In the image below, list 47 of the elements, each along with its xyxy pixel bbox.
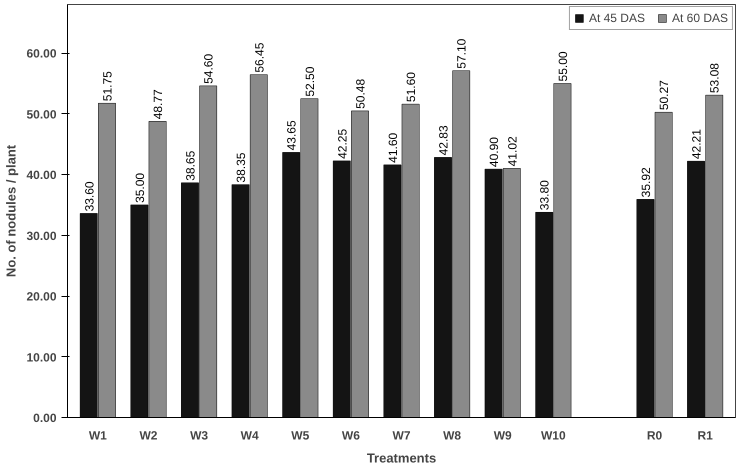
x-tick-label: W2	[139, 428, 158, 442]
y-tick-label: 60.00	[26, 46, 57, 61]
data-label: 41.60	[386, 132, 400, 163]
x-tick-label: W4	[240, 428, 260, 442]
data-label: 41.02	[505, 136, 520, 166]
y-tick-label: 10.00	[26, 350, 57, 364]
legend-label: At 60 DAS	[672, 11, 728, 25]
data-label: 51.75	[100, 70, 114, 102]
data-label: 50.48	[354, 78, 368, 109]
x-tick-label: R1	[697, 428, 714, 442]
y-tick-label: 20.00	[26, 290, 57, 304]
x-tick-label: W1	[88, 428, 108, 442]
data-label: 43.65	[284, 120, 299, 150]
data-label: 51.60	[404, 72, 418, 102]
x-tick-label: W10	[540, 428, 566, 442]
data-label: 50.27	[657, 80, 672, 110]
x-tick-label: W3	[190, 428, 208, 442]
data-label: 40.90	[487, 136, 502, 168]
data-label: 57.10	[454, 38, 469, 69]
data-label: 42.83	[436, 125, 450, 156]
x-tick-label: W5	[291, 428, 310, 442]
data-label: 42.25	[335, 128, 350, 159]
x-tick-label: W8	[443, 428, 462, 442]
y-tick-label: 30.00	[26, 228, 57, 243]
data-label: 33.80	[538, 180, 552, 210]
data-label: 33.60	[82, 181, 96, 212]
data-label: 48.77	[151, 88, 166, 120]
data-label: 38.65	[183, 150, 198, 181]
data-label: 53.08	[708, 62, 722, 94]
x-tick-label: R0	[646, 428, 663, 442]
x-axis-title: Treatments	[366, 450, 436, 466]
data-label: 38.35	[234, 152, 248, 183]
data-label: 52.50	[302, 66, 317, 97]
data-label: 56.45	[252, 42, 266, 73]
y-tick-label: 0.00	[33, 411, 57, 425]
x-tick-label: W7	[392, 428, 411, 442]
x-tick-label: W9	[494, 428, 512, 442]
data-label: 35.00	[132, 172, 147, 203]
data-label: 42.21	[690, 128, 704, 160]
data-label: 54.60	[202, 54, 216, 84]
x-tick-label: W6	[342, 428, 360, 442]
y-tick-label: 40.00	[26, 168, 57, 182]
y-tick-label: 50.00	[26, 107, 57, 122]
data-label: 35.92	[638, 166, 653, 198]
y-axis-title: No. of nodules / plant	[3, 144, 18, 278]
legend-label: At 45 DAS	[588, 11, 645, 25]
data-label: 55.00	[556, 51, 570, 82]
